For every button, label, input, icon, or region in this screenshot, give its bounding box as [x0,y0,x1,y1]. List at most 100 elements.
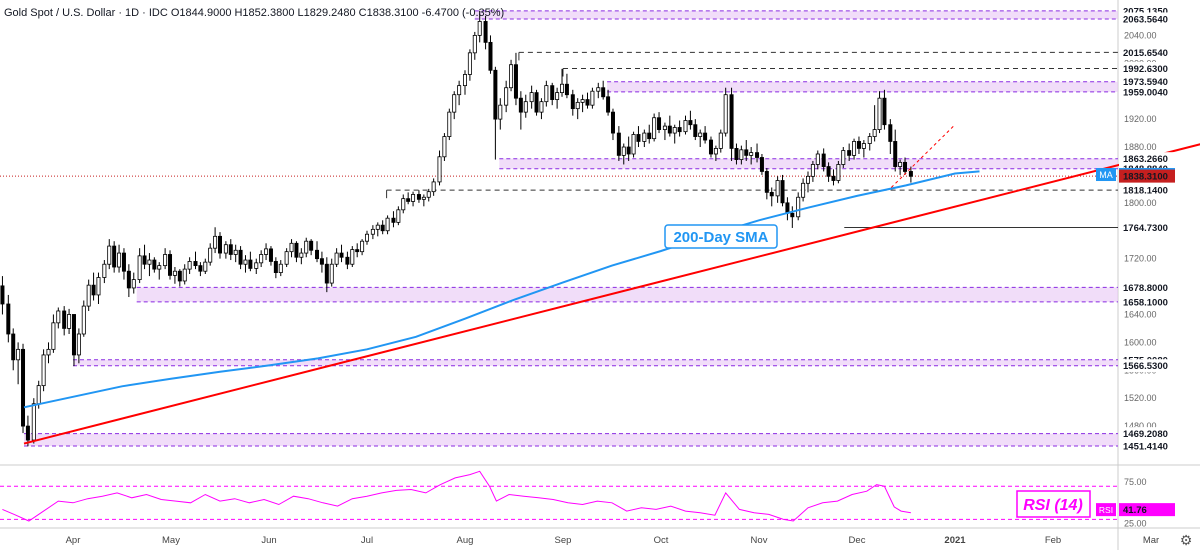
candle-body [688,120,693,126]
candle-body [882,97,887,126]
candle [51,314,56,353]
candle-body [315,249,320,260]
ma-tag-bg [1096,168,1116,182]
candle-body [780,180,785,204]
candle [631,131,636,158]
candle [601,80,606,100]
candle [504,80,509,113]
candle [498,98,503,130]
candle [168,250,173,280]
candle [744,140,749,161]
candle-body [764,171,769,193]
candle [208,243,213,266]
candle-body [452,94,457,113]
candle-body [564,83,569,96]
candle-body [228,244,233,255]
candle [755,143,760,163]
candle [457,80,462,106]
candle-body [467,52,472,75]
rsi-value-label: 41.76 [1123,505,1147,516]
candle-body [213,235,218,249]
zone-lower-price-label-bg [1119,439,1175,453]
candle [544,80,549,107]
candle [739,145,744,165]
candle [539,98,544,120]
zone-band [73,359,1118,366]
candle [411,191,416,207]
current-price-label: 1838.3100 [1123,172,1168,183]
candle [734,143,739,165]
time-axis[interactable]: Apr May Jun Jul Aug Sep Oct Nov Dec 2021 Feb Mar [66,535,1160,546]
candle [626,136,631,161]
zone-lower-price-label: 1451.4140 [1123,442,1168,453]
candle [142,244,147,270]
candle-body [370,228,375,235]
candle [131,272,136,294]
candle [882,89,887,130]
time-tick-label: Jun [261,535,276,546]
zone-lower-price-label: 1566.5300 [1123,361,1168,372]
level-price-label-bg [1119,45,1175,59]
candle [483,15,488,50]
candle [790,206,795,228]
candle-body [877,97,882,130]
candle [238,246,243,270]
candle [380,220,385,235]
candle-body [401,198,406,211]
zone-upper-price-label-bg [1119,427,1175,441]
candle-body [21,348,26,427]
candle-body [172,270,177,276]
candle-body [289,242,294,253]
candle-body [815,153,820,165]
candle [509,59,514,92]
zone-lower-price-label-bg [1119,295,1175,309]
candle-body [142,255,147,265]
candle-body [544,85,549,103]
candle-body [223,244,228,254]
settings-gear-icon[interactable]: ⚙ [1180,532,1193,548]
candle-body [631,134,636,155]
price-tick-label: 2040.00 [1124,30,1157,40]
candle-body [248,259,253,269]
rsi-line [2,470,911,522]
candle [364,230,369,245]
candle [187,257,192,274]
candle-body [259,254,264,264]
candle-body [264,248,269,255]
candle [898,159,903,175]
candle-body [152,259,157,270]
candle-body [852,141,857,156]
price-pane[interactable] [0,0,1118,465]
candle-body [147,259,152,265]
candle-body [182,268,187,282]
candle-body [790,212,795,218]
candle-body [294,242,299,258]
candle-body [861,143,866,149]
candle [198,262,203,277]
sma-callout-box [664,224,778,249]
candle [815,150,820,170]
candle [513,52,518,106]
candle-body [71,314,76,356]
candle [268,246,273,266]
candle-body [729,94,734,149]
candle [801,178,806,202]
candle [213,227,218,254]
rsi-pane[interactable] [0,465,1118,528]
time-tick-label: Jul [361,535,373,546]
candle-body [91,284,96,296]
candle-body [903,161,908,172]
candle [888,119,893,154]
candle [437,150,442,186]
time-tick-label: Mar [1143,535,1159,546]
candle-body [329,263,334,284]
candle [360,239,365,256]
candle [780,174,785,207]
candle-body [238,249,243,265]
candle-body [856,141,861,149]
candle [560,68,565,97]
time-tick-label: Nov [751,535,768,546]
candle-body [642,132,647,142]
candle [350,246,355,268]
